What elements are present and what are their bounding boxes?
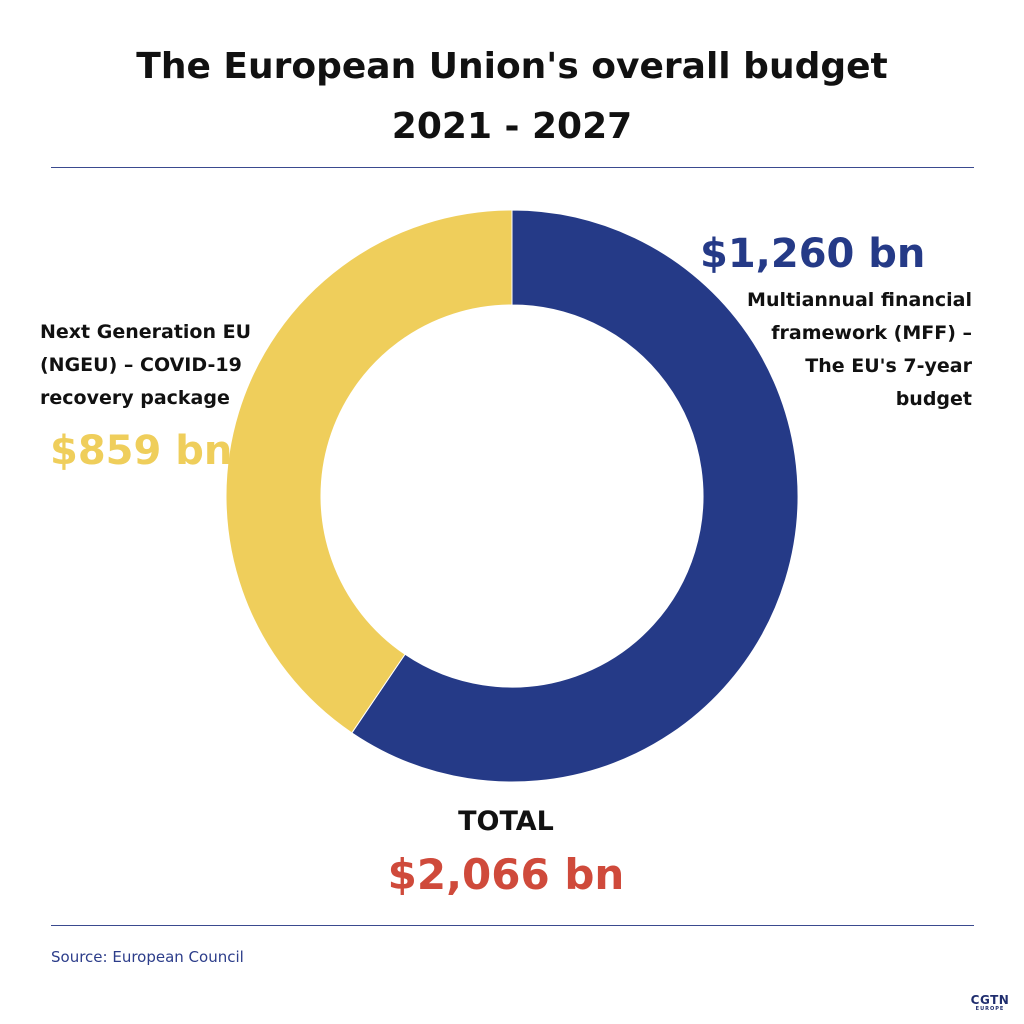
donut-slice-mff (351, 209, 799, 783)
source-note: Source: European Council (51, 948, 244, 966)
total-value: $2,066 bn (387, 850, 625, 899)
mff-label-line: framework (MFF) – (771, 322, 972, 344)
mff-category-label: Multiannual financial framework (MFF) – … (690, 284, 972, 416)
cgtn-europe-logo: CGTN EUROPE (962, 994, 1018, 1012)
ngeu-label-line: recovery package (40, 387, 230, 409)
ngeu-label-line: (NGEU) – COVID-19 (40, 354, 242, 376)
mff-label-line: budget (895, 388, 972, 410)
ngeu-value-label: $859 bn (50, 428, 233, 474)
chart-subtitle-years: 2021 - 2027 (391, 106, 633, 147)
bottom-divider (51, 925, 974, 926)
mff-value-label: $1,260 bn (700, 231, 926, 277)
mff-label-line: Multiannual financial (747, 289, 972, 311)
chart-title: The European Union's overall budget (136, 46, 888, 87)
ngeu-label-line: Next Generation EU (40, 321, 252, 343)
logo-main-text: CGTN (970, 993, 1010, 1007)
total-label: TOTAL (458, 806, 554, 837)
ngeu-category-label: Next Generation EU (NGEU) – COVID-19 rec… (40, 316, 280, 415)
top-divider (51, 167, 974, 168)
donut-slice-ngeu (225, 209, 513, 734)
logo-sub-text: EUROPE (975, 1006, 1005, 1012)
mff-label-line: The EU's 7-year (805, 355, 972, 377)
